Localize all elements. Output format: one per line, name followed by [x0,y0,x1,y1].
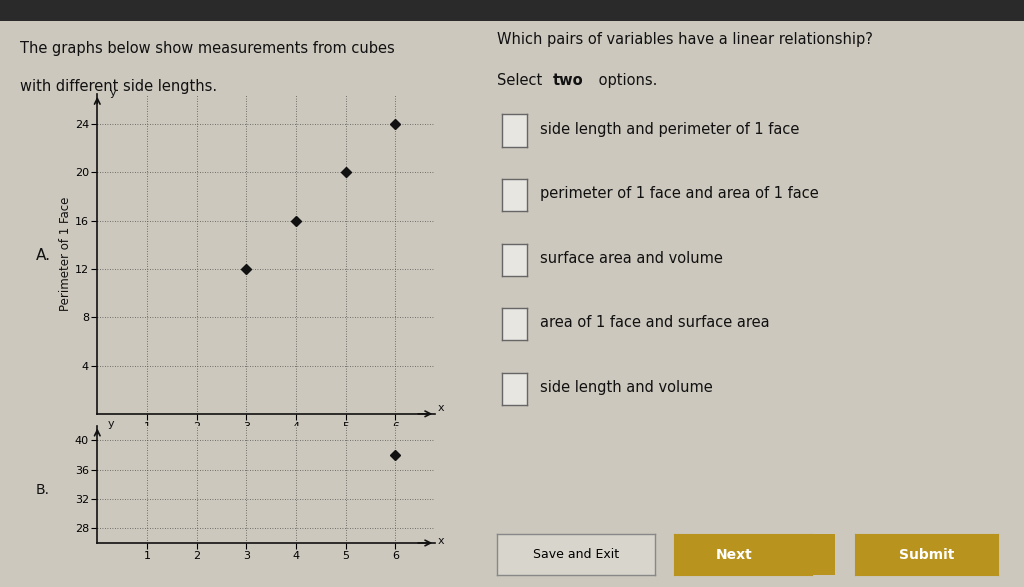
Text: Submit: Submit [899,548,954,562]
Text: options.: options. [594,73,657,89]
Polygon shape [812,534,835,575]
Text: x: x [437,403,444,413]
Text: side length and volume: side length and volume [540,380,713,395]
Text: side length and perimeter of 1 face: side length and perimeter of 1 face [540,122,799,137]
Text: The graphs below show measurements from cubes: The graphs below show measurements from … [20,41,395,56]
Text: Save and Exit: Save and Exit [532,548,620,561]
Text: Which pairs of variables have a linear relationship?: Which pairs of variables have a linear r… [497,32,872,48]
Text: Next: Next [716,548,753,562]
Text: y: y [108,419,114,429]
Text: x: x [437,536,444,546]
X-axis label: Side Length: Side Length [229,436,303,449]
Text: two: two [553,73,584,89]
Text: A.: A. [36,248,51,263]
Text: Select: Select [497,73,547,89]
Text: perimeter of 1 face and area of 1 face: perimeter of 1 face and area of 1 face [540,186,818,201]
Text: B.: B. [36,483,50,497]
Text: area of 1 face and surface area: area of 1 face and surface area [540,315,769,330]
Text: with different side lengths.: with different side lengths. [20,79,218,95]
Text: y: y [110,87,117,97]
Y-axis label: Perimeter of 1 Face: Perimeter of 1 Face [59,197,72,311]
Text: surface area and volume: surface area and volume [540,251,723,266]
